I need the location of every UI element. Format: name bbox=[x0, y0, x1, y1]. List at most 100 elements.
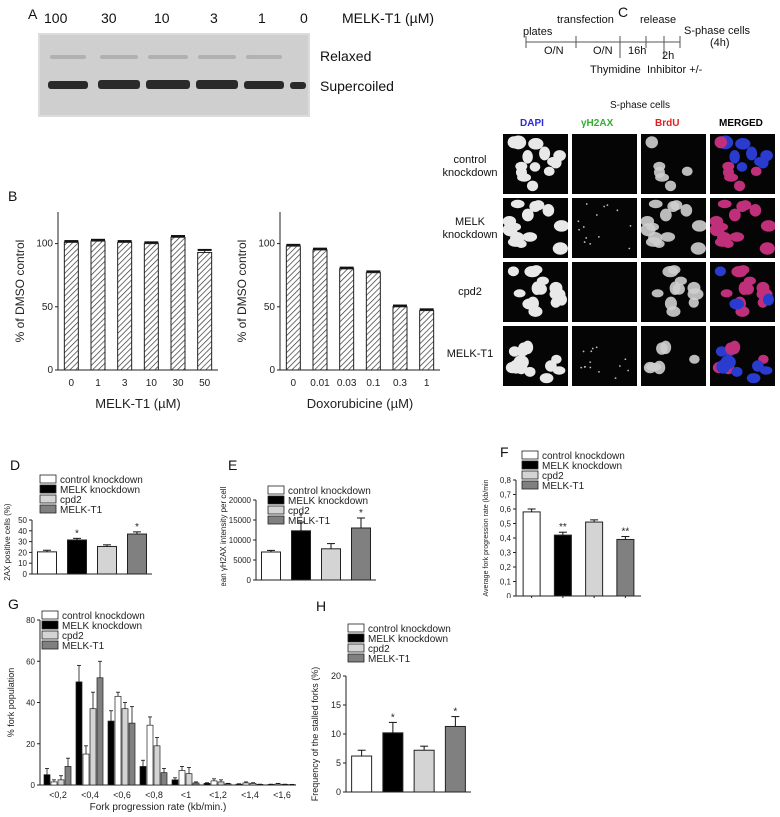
timeline-16h: 16h bbox=[628, 45, 647, 57]
y-tick-label: 5 bbox=[336, 758, 341, 768]
nucleus bbox=[690, 242, 706, 255]
legend-label: control knockdown bbox=[288, 486, 371, 497]
bar bbox=[392, 306, 408, 371]
foci bbox=[606, 204, 609, 207]
x-tick-label: 0.3 bbox=[393, 378, 407, 389]
micro-image-r0-c0 bbox=[503, 134, 568, 194]
foci bbox=[614, 377, 617, 380]
bar bbox=[419, 310, 435, 371]
x-tick-label: 1 bbox=[95, 378, 101, 389]
nucleus bbox=[530, 265, 543, 275]
y-tick-label: 0 bbox=[336, 787, 341, 797]
x-tick-label: <0,2 bbox=[49, 790, 67, 800]
nucleus bbox=[526, 180, 539, 192]
legend-swatch bbox=[41, 620, 59, 630]
timeline-sphase-duration: (4h) bbox=[710, 37, 730, 49]
nucleus bbox=[759, 242, 775, 255]
nucleus bbox=[729, 340, 741, 355]
bar bbox=[127, 533, 147, 575]
nucleus bbox=[542, 204, 555, 217]
nucleus bbox=[547, 156, 560, 167]
conc-label: 100 bbox=[44, 10, 68, 26]
panel-e-letter: E bbox=[228, 457, 238, 473]
foci bbox=[580, 366, 583, 369]
nucleus bbox=[722, 239, 734, 248]
significance-mark: ** bbox=[621, 527, 629, 538]
band-relaxed-label: Relaxed bbox=[320, 48, 372, 64]
chart-e-gh2ax-intensity: 0 5000 10000 15000 20000 * * Mean γH2AX intensi… bbox=[219, 485, 376, 586]
micro-image-r1-c2 bbox=[641, 198, 706, 258]
row-label-melk: MELK knockdown bbox=[440, 216, 500, 242]
nucleus bbox=[515, 239, 527, 248]
legend-swatch bbox=[267, 515, 285, 525]
legend-label: MELK knockdown bbox=[62, 621, 142, 632]
x-tick-label: <0,8 bbox=[145, 790, 163, 800]
bar bbox=[321, 548, 341, 581]
nucleus bbox=[646, 222, 660, 231]
foci bbox=[628, 247, 631, 250]
significance-mark: * bbox=[135, 522, 139, 533]
nucleus bbox=[510, 199, 525, 209]
bar bbox=[185, 773, 193, 786]
bar bbox=[63, 241, 79, 371]
nucleus bbox=[664, 180, 677, 192]
bar bbox=[522, 511, 541, 597]
row-label-line1: MELK bbox=[455, 216, 485, 228]
nucleus bbox=[760, 220, 775, 232]
nucleus bbox=[736, 162, 748, 172]
legend-label: control knockdown bbox=[62, 611, 145, 622]
bar bbox=[242, 782, 250, 786]
gel-image bbox=[38, 33, 310, 117]
significance-mark: * bbox=[75, 528, 79, 539]
y-tick-label: 0 bbox=[507, 592, 512, 598]
y-tick-label: 0 bbox=[247, 576, 252, 585]
nucleus bbox=[508, 346, 521, 357]
nucleus bbox=[521, 208, 534, 222]
bar bbox=[210, 780, 218, 786]
legend-label: cpd2 bbox=[62, 631, 84, 642]
y-tick-label: 10 bbox=[331, 729, 341, 739]
x-tick-label: 10 bbox=[146, 378, 158, 389]
bar bbox=[128, 722, 136, 786]
nucleus bbox=[660, 232, 676, 242]
nucleus bbox=[668, 265, 681, 275]
bar bbox=[97, 545, 117, 575]
x-tick-label: 50 bbox=[199, 378, 211, 389]
bar bbox=[249, 783, 257, 786]
nucleus bbox=[716, 359, 730, 374]
x-tick-label: <1 bbox=[181, 790, 191, 800]
y-tick-label: 80 bbox=[26, 616, 35, 625]
y-tick-label: 0 bbox=[47, 365, 53, 376]
nucleus bbox=[763, 293, 774, 306]
foci bbox=[598, 370, 600, 373]
bar bbox=[121, 708, 129, 786]
chart-g-fork-distribution: 0 20 40 60 80 <0,2 <0,4 <0,6 <0,8 <1 <1,2 <1,4 <1,6 F… bbox=[6, 610, 296, 813]
legend-swatch bbox=[347, 653, 365, 663]
nucleus bbox=[714, 136, 728, 149]
row-label-melk-t1: MELK-T1 bbox=[446, 348, 494, 360]
foci bbox=[618, 365, 621, 367]
nucleus bbox=[653, 239, 665, 248]
legend-label: MELK knockdown bbox=[368, 634, 448, 645]
gel-concentration-labels: 100 30 10 3 1 0 bbox=[0, 10, 330, 30]
nucleus bbox=[754, 156, 767, 167]
micro-image-r2-c2 bbox=[641, 262, 706, 322]
nucleus bbox=[729, 150, 740, 164]
x-tick-label: <0,6 bbox=[113, 790, 131, 800]
legend-swatch bbox=[521, 460, 539, 470]
nucleus bbox=[528, 138, 544, 150]
y-tick-label: 40 bbox=[26, 699, 35, 708]
conc-label: 10 bbox=[154, 10, 170, 26]
panel-f-letter: F bbox=[500, 444, 509, 460]
foci bbox=[589, 242, 592, 245]
bar bbox=[96, 677, 104, 786]
y-axis-label: Mean γH2AX intensity per cell bbox=[219, 486, 228, 586]
timeline-thymidine: Thymidine bbox=[590, 64, 641, 76]
nucleus bbox=[653, 161, 666, 171]
gel-unit-label: MELK-T1 (µM) bbox=[342, 10, 435, 26]
bar bbox=[444, 725, 466, 793]
legend-swatch bbox=[347, 643, 365, 653]
nucleus bbox=[522, 340, 534, 355]
nucleus bbox=[539, 146, 551, 161]
y-tick-label: 0,7 bbox=[500, 491, 512, 500]
